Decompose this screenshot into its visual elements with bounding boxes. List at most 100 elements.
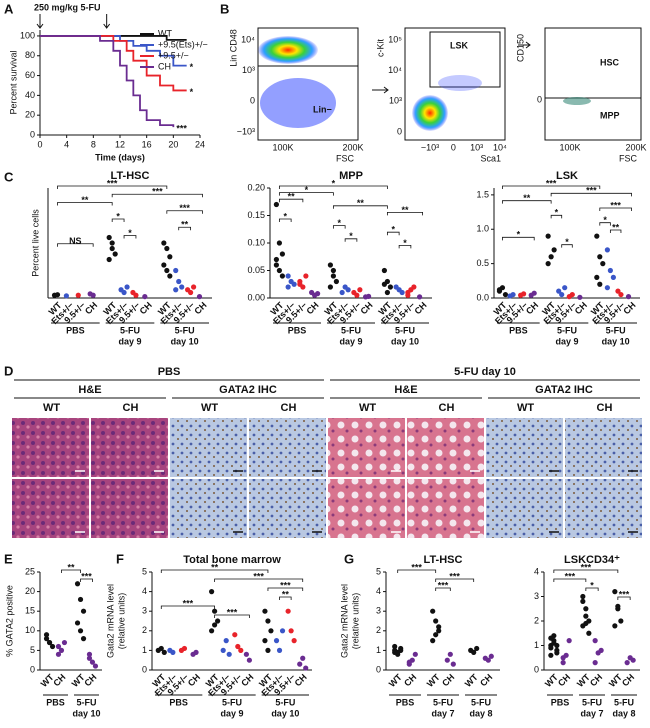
data-point [164,245,170,252]
y-tick-label: 10⁵ [388,34,402,44]
data-point [46,639,53,646]
data-point [474,645,480,652]
genotype-label: CH [123,402,139,414]
data-point [109,240,115,246]
data-point [77,596,84,603]
data-point [583,613,589,619]
data-point [610,274,616,280]
stain-label: GATA2 IHC [535,384,593,396]
data-point [74,581,81,587]
y-tick-label: 0.0 [476,292,489,302]
significance-bracket [57,202,113,206]
chart-title: LT-HSC [424,554,463,566]
data-point [381,281,387,287]
significance-label: * [349,231,353,241]
significance-label: NS [69,236,82,246]
category-label: CH [186,672,202,688]
significance-bracket [344,238,358,242]
y-tick-label: 20 [25,110,35,120]
y-tick-label: 0 [376,664,381,674]
y-axis-label: (relative units) [116,593,126,650]
micrograph [486,479,563,538]
data-point [554,650,560,656]
panel-letter: E [4,551,13,566]
data-point [276,267,282,274]
data-point [124,284,130,290]
data-point [392,649,398,655]
data-point [387,284,393,290]
group-label: day 9 [118,336,141,346]
y-axis-label: c-Kit [375,39,385,57]
chart-title: MPP [339,170,363,182]
significance-bracket [435,587,451,591]
significance-bracket [160,605,216,609]
y-tick-label: 20 [25,586,35,596]
data-point [90,292,96,298]
data-point [618,618,624,624]
significance-label: *** [581,562,592,572]
data-point [179,284,185,290]
significance-label: *** [183,598,194,608]
annotation: 250 mg/kg 5-FU [34,2,101,12]
flow-arrows [372,41,531,94]
significance-bracket [386,231,400,236]
y-tick-label: 1 [142,645,147,655]
data-point [133,292,139,298]
significance-label: * [403,238,407,248]
significance-label: *** [107,178,118,188]
flow-frame [544,27,642,141]
data-point [161,240,167,246]
significance-label: ** [282,589,290,599]
data-point [265,618,271,624]
y-tick-label: 0 [142,664,147,674]
group-label: 5-FU [433,697,453,707]
data-point [86,655,93,661]
group-label: 5-FU [175,325,195,335]
data-point [243,651,249,657]
significance-bracket [502,185,601,189]
y-tick-label: 1 [534,640,539,650]
data-point [417,294,423,300]
group-label: day 10 [271,708,299,718]
panel-letter: C [4,169,14,184]
data-point [223,638,229,644]
data-point [366,293,372,299]
data-point [583,606,589,612]
y-axis-label: % GATA2 positive [4,585,14,657]
data-point [232,632,238,638]
panel-letter: D [4,363,13,378]
group-label: day 7 [580,708,603,718]
significance-label: *** [586,186,597,196]
density [563,97,591,105]
data-point [193,649,199,655]
data-point [560,660,566,666]
x-tick-label: 16 [142,139,152,149]
data-point [406,659,412,665]
group-label: 5-FU [557,325,577,335]
data-point [384,289,390,296]
data-point [598,647,604,654]
data-point [80,636,87,642]
data-point [612,623,618,629]
y-tick-label: 0 [250,96,255,106]
data-point [80,608,87,614]
significance-label: *** [619,589,630,599]
significance-bracket [617,596,631,600]
y-tick-label: 0 [30,664,35,674]
x-axis-label: FSC [619,153,638,163]
y-tick-label: 10³ [242,65,255,75]
data-point [291,638,297,644]
data-point [430,608,436,614]
micrograph [486,418,563,477]
data-point [597,254,603,260]
significance-bracket [435,578,475,582]
x-tick-label: 100K [559,142,580,152]
gate-label: LSK [450,40,469,50]
significance-label: * [555,208,559,218]
data-point [430,638,436,644]
data-point [303,665,309,671]
data-point [562,285,568,291]
category-label: CH [304,300,320,316]
significance-bracket [397,569,437,573]
data-point [209,628,215,634]
